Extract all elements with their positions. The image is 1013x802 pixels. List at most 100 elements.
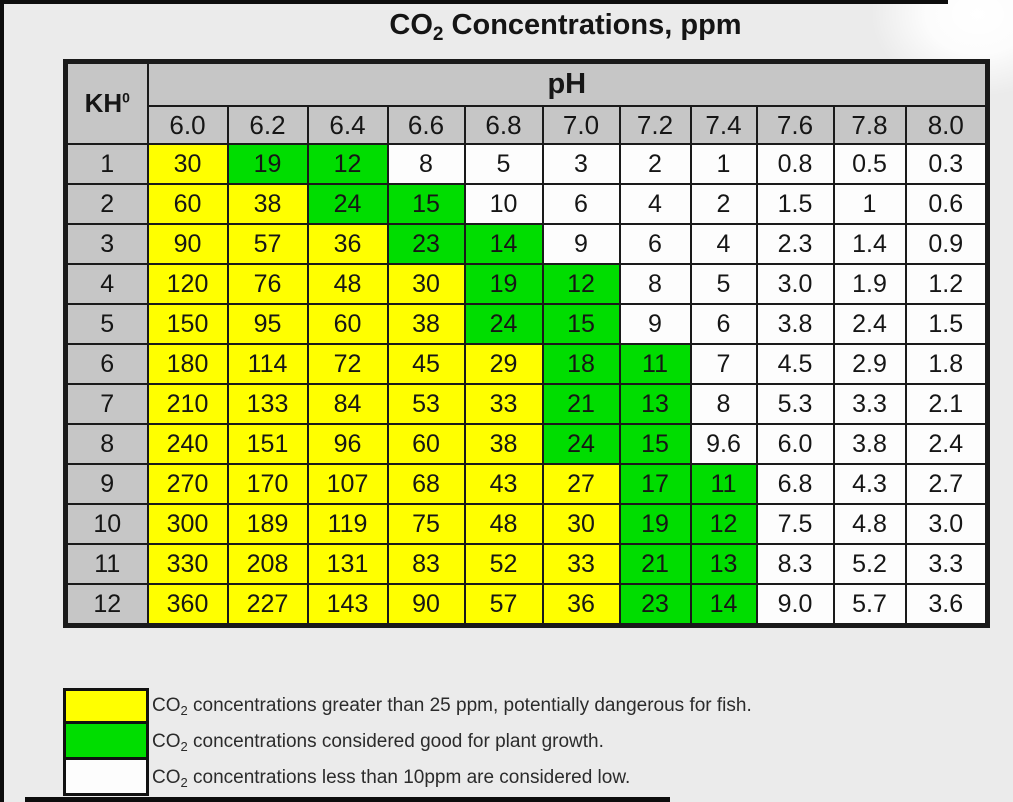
co2-cell: 6.8 [755, 463, 835, 505]
co2-cell: 19 [618, 503, 692, 545]
co2-cell: 1.8 [904, 343, 989, 385]
co2-cell: 3.3 [904, 543, 989, 585]
co2-cell: 330 [146, 543, 229, 585]
kh-row-header: 4 [64, 263, 149, 305]
co2-cell: 9 [618, 303, 692, 345]
co2-cell: 29 [463, 343, 544, 385]
co2-cell: 1 [689, 143, 758, 185]
legend-label-text: concentrations considered good for plant… [187, 731, 604, 752]
title-prefix: CO [389, 9, 433, 41]
co2-cell: 189 [226, 503, 309, 545]
title-subscript: 2 [432, 24, 444, 45]
co2-cell: 170 [226, 463, 309, 505]
legend-swatch-green [63, 721, 149, 760]
table-row: 3 90 57 36 23 14 9 6 4 2.3 1.4 0.9 [64, 223, 989, 265]
frame-border-bottom [25, 797, 670, 802]
co2-cell: 52 [463, 543, 544, 585]
co2-cell: 45 [386, 343, 466, 385]
co2-cell: 36 [306, 223, 389, 265]
co2-cell: 6 [618, 223, 692, 265]
co2-cell: 133 [226, 383, 309, 425]
co2-cell: 23 [386, 223, 466, 265]
ph-column-header: 7.4 [689, 105, 758, 145]
co2-cell: 3.8 [832, 423, 907, 465]
legend-swatch-white [63, 757, 149, 796]
co2-cell: 60 [386, 423, 466, 465]
co2-cell: 360 [146, 583, 229, 627]
kh-row-header: 6 [64, 343, 149, 385]
co2-cell: 5.2 [832, 543, 907, 585]
co2-cell: 6 [541, 183, 621, 225]
co2-cell: 5.7 [832, 583, 907, 627]
legend-label-prefix: CO [152, 695, 181, 716]
table-row: 8 240 151 96 60 38 24 15 9.6 6.0 3.8 2.4 [64, 423, 989, 465]
co2-cell: 1.5 [904, 303, 989, 345]
co2-cell: 2 [618, 143, 692, 185]
co2-cell: 18 [541, 343, 621, 385]
co2-cell: 1 [832, 183, 907, 225]
legend: CO2 concentrations greater than 25 ppm, … [63, 688, 752, 796]
co2-cell: 5.3 [755, 383, 835, 425]
co2-cell: 107 [306, 463, 389, 505]
co2-cell: 27 [541, 463, 621, 505]
co2-cell: 14 [689, 583, 758, 627]
legend-label: CO2 concentrations less than 10ppm are c… [152, 767, 630, 790]
co2-cell: 9.0 [755, 583, 835, 627]
co2-cell: 2.1 [904, 383, 989, 425]
co2-cell: 68 [386, 463, 466, 505]
co2-cell: 30 [386, 263, 466, 305]
frame-border-left [0, 0, 4, 802]
co2-cell: 131 [306, 543, 389, 585]
co2-cell: 19 [463, 263, 544, 305]
table-row: 2 60 38 24 15 10 6 4 2 1.5 1 0.6 [64, 183, 989, 225]
legend-label-subscript: 2 [180, 775, 188, 790]
co2-cell: 95 [226, 303, 309, 345]
kh-row-header: 7 [64, 383, 149, 425]
co2-cell: 10 [463, 183, 544, 225]
ph-column-header: 7.8 [832, 105, 907, 145]
table-row: 5 150 95 60 38 24 15 9 6 3.8 2.4 1.5 [64, 303, 989, 345]
legend-label-subscript: 2 [180, 739, 188, 754]
legend-label: CO2 concentrations greater than 25 ppm, … [152, 695, 752, 718]
co2-cell: 2.9 [832, 343, 907, 385]
co2-cell: 0.5 [832, 143, 907, 185]
co2-cell: 5 [689, 263, 758, 305]
co2-cell: 1.4 [832, 223, 907, 265]
co2-cell: 7 [689, 343, 758, 385]
co2-cell: 14 [463, 223, 544, 265]
co2-cell: 4.8 [832, 503, 907, 545]
co2-cell: 38 [386, 303, 466, 345]
co2-cell: 227 [226, 583, 309, 627]
co2-cell: 13 [689, 543, 758, 585]
co2-cell: 8.3 [755, 543, 835, 585]
page-title: CO2 Concentrations, ppm [118, 9, 1013, 45]
co2-cell: 3.0 [904, 503, 989, 545]
co2-cell: 2.7 [904, 463, 989, 505]
co2-cell: 30 [541, 503, 621, 545]
table-row: 10 300 189 119 75 48 30 19 12 7.5 4.8 3.0 [64, 503, 989, 545]
co2-cell: 7.5 [755, 503, 835, 545]
co2-cell: 30 [146, 143, 229, 185]
co2-cell: 119 [306, 503, 389, 545]
co2-cell: 3 [541, 143, 621, 185]
co2-cell: 8 [689, 383, 758, 425]
co2-cell: 6.0 [755, 423, 835, 465]
kh-row-header: 9 [64, 463, 149, 505]
co2-cell: 72 [306, 343, 389, 385]
co2-cell: 33 [463, 383, 544, 425]
table-row: 9 270 170 107 68 43 27 17 11 6.8 4.3 2.7 [64, 463, 989, 505]
co2-cell: 90 [386, 583, 466, 627]
co2-cell: 0.3 [904, 143, 989, 185]
co2-cell: 5 [463, 143, 544, 185]
co2-cell: 12 [306, 143, 389, 185]
co2-cell: 9.6 [689, 423, 758, 465]
legend-label-prefix: CO [152, 731, 181, 752]
co2-cell: 17 [618, 463, 692, 505]
kh-row-header: 5 [64, 303, 149, 345]
ph-column-header: 7.0 [541, 105, 621, 145]
co2-cell: 57 [463, 583, 544, 627]
co2-cell: 270 [146, 463, 229, 505]
legend-label: CO2 concentrations considered good for p… [152, 731, 604, 754]
co2-cell: 150 [146, 303, 229, 345]
legend-label-prefix: CO [152, 767, 181, 788]
